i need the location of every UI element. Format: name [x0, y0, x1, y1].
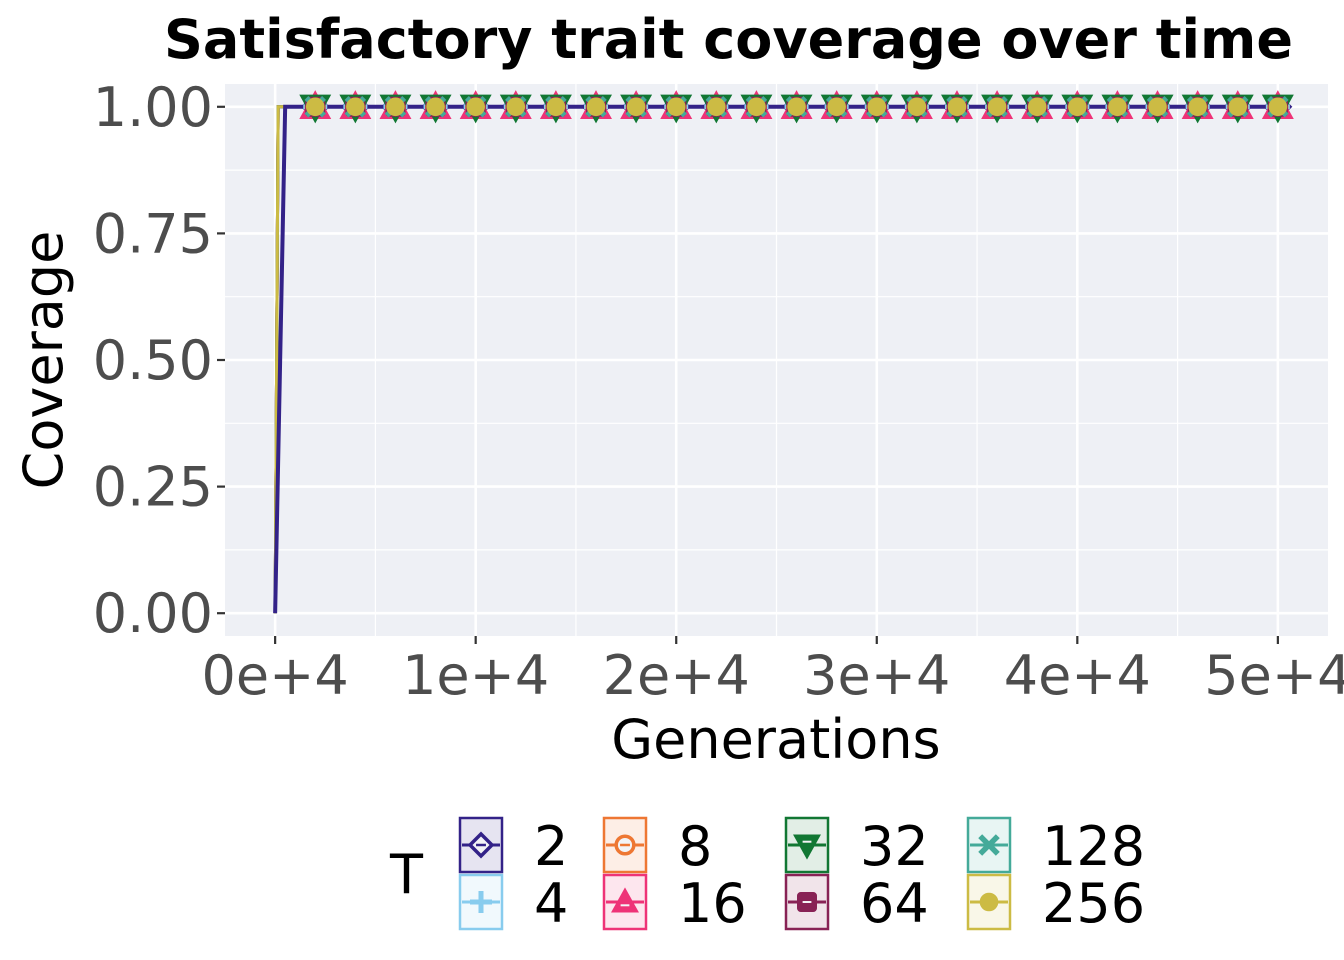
marker-point — [626, 97, 646, 117]
marker-dot — [305, 97, 325, 117]
legend-key-marker — [979, 892, 999, 912]
marker-point — [1268, 97, 1288, 117]
marker-point — [1148, 97, 1167, 117]
legend-key-marker — [978, 834, 1000, 856]
series-markers — [299, 90, 1294, 124]
plot-panel — [225, 84, 1328, 636]
marker-dot — [1148, 97, 1167, 117]
marker-point — [1027, 97, 1047, 117]
y-tick-label: 0.00 — [93, 582, 213, 645]
legend-label-256: 256 — [1042, 872, 1145, 935]
legend-label-16: 16 — [678, 872, 747, 935]
marker-dot — [506, 97, 526, 117]
marker-point — [1068, 97, 1087, 117]
marker-triangle-down — [793, 834, 821, 860]
marker-dot — [626, 97, 646, 117]
legend-key-marker — [467, 831, 495, 859]
marker-point — [506, 97, 526, 117]
marker-dot — [1108, 97, 1127, 117]
axes: 0.00 0.25 0.50 0.75 1.00 0e+4 1e+4 2e+4 3e+4 4e+4… — [93, 76, 1344, 707]
legend-key-64 — [784, 873, 830, 931]
marker-point — [827, 97, 846, 117]
marker-dot — [1068, 97, 1087, 117]
marker-dot — [586, 97, 606, 117]
marker-dot — [546, 97, 566, 117]
marker-dot — [827, 97, 846, 117]
y-tick-label: 0.75 — [93, 202, 213, 265]
marker-point — [747, 97, 766, 117]
marker-x-b — [978, 834, 1000, 856]
y-axis-title: Coverage — [12, 231, 75, 490]
legend-key-4 — [458, 873, 504, 931]
marker-dot — [426, 97, 445, 117]
legend-label-128: 128 — [1042, 815, 1145, 878]
legend-key-16 — [602, 873, 648, 931]
x-tick-label: 1e+4 — [402, 644, 549, 707]
markers-series-256 — [305, 97, 1288, 117]
legend-key-256 — [966, 873, 1012, 931]
marker-dot — [907, 97, 927, 117]
y-tick-label: 1.00 — [93, 76, 213, 139]
x-tick-label: 0e+4 — [202, 644, 349, 707]
marker-dot — [1188, 97, 1207, 117]
marker-point — [867, 97, 887, 117]
legend-key-marker — [614, 834, 636, 856]
marker-dot — [987, 97, 1007, 117]
legend-key-2 — [458, 816, 504, 874]
marker-point — [666, 97, 686, 117]
marker-point — [386, 97, 405, 117]
legend-title: T — [389, 843, 424, 906]
legend-key-marker — [797, 892, 817, 912]
marker-dot — [979, 892, 999, 912]
marker-point — [707, 97, 726, 117]
marker-dot — [1268, 97, 1288, 117]
legend-key-8 — [602, 816, 648, 874]
marker-point — [1108, 97, 1127, 117]
marker-triangle-up — [611, 887, 639, 913]
marker-point — [987, 97, 1007, 117]
marker-point — [586, 97, 606, 117]
legend-label-8: 8 — [678, 815, 712, 878]
marker-point — [305, 97, 325, 117]
legend-key-32 — [784, 816, 830, 874]
x-tick-label: 2e+4 — [603, 644, 750, 707]
x-tick-label: 4e+4 — [1004, 644, 1151, 707]
marker-dot — [867, 97, 887, 117]
marker-point — [426, 97, 445, 117]
marker-dot — [386, 97, 405, 117]
legend-key-marker — [793, 834, 821, 860]
marker-dot — [1228, 97, 1248, 117]
marker-dot — [787, 97, 806, 117]
y-tick-label: 0.25 — [93, 456, 213, 519]
marker-dot — [707, 97, 726, 117]
marker-point — [546, 97, 566, 117]
marker-point — [1188, 97, 1207, 117]
chart-title: Satisfactory trait coverage over time — [164, 8, 1293, 71]
legend-key-marker — [611, 887, 639, 913]
marker-dot — [346, 97, 365, 117]
legend-label-2: 2 — [534, 815, 568, 878]
marker-point — [787, 97, 806, 117]
marker-dot — [947, 97, 967, 117]
marker-point — [947, 97, 967, 117]
marker-dot — [466, 97, 485, 117]
legend-label-4: 4 — [534, 872, 568, 935]
x-tick-label: 5e+4 — [1204, 644, 1344, 707]
legend-label-32: 32 — [860, 815, 929, 878]
marker-point — [1228, 97, 1248, 117]
marker-point — [346, 97, 365, 117]
marker-dot — [747, 97, 766, 117]
y-tick-label: 0.50 — [93, 329, 213, 392]
marker-dot — [1027, 97, 1047, 117]
marker-dot — [666, 97, 686, 117]
marker-point — [907, 97, 927, 117]
legend-key-marker — [470, 891, 492, 913]
x-tick-label: 3e+4 — [803, 644, 950, 707]
legend-label-64: 64 — [860, 872, 929, 935]
legend-key-128 — [966, 816, 1012, 874]
x-axis-title: Generations — [611, 708, 940, 771]
marker-point — [466, 97, 485, 117]
